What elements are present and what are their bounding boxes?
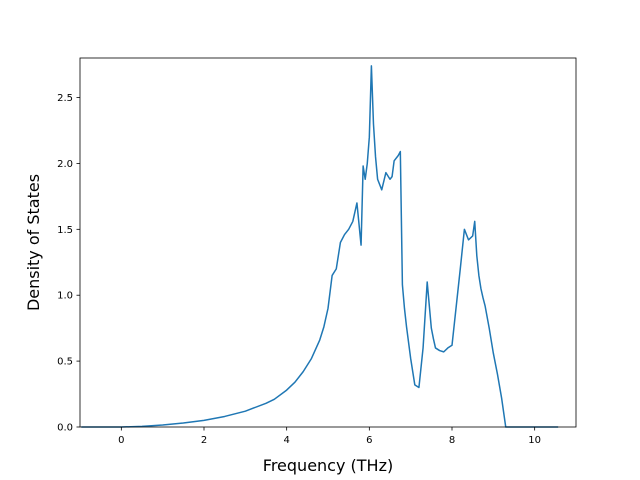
x-tick-label: 4 (283, 435, 289, 446)
plot-area (81, 65, 559, 428)
dos-curve (81, 65, 559, 428)
x-tick-label: 10 (528, 435, 541, 446)
y-tick-label: 0.0 (57, 423, 73, 434)
x-tick-label: 0 (118, 435, 124, 446)
x-axis-label: Frequency (THz) (263, 456, 393, 475)
y-tick-label: 2.0 (57, 159, 73, 170)
x-tick-label: 8 (449, 435, 455, 446)
x-axis: 0 2 4 6 8 10 (118, 427, 541, 446)
y-axis-label: Density of States (24, 174, 43, 311)
y-tick-label: 0.5 (57, 357, 73, 368)
x-tick-label: 6 (366, 435, 372, 446)
x-tick-label: 2 (201, 435, 207, 446)
y-tick-label: 1.0 (57, 291, 73, 302)
y-tick-label: 2.5 (57, 93, 73, 104)
y-axis: 0.0 0.5 1.0 1.5 2.0 2.5 (57, 93, 80, 434)
y-tick-label: 1.5 (57, 225, 73, 236)
axes-frame (79, 57, 577, 428)
